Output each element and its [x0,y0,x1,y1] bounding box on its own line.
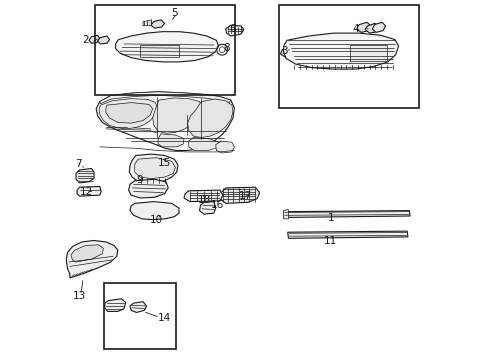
Text: 10: 10 [149,215,163,225]
Polygon shape [283,33,398,69]
Polygon shape [115,32,218,62]
Polygon shape [77,186,101,196]
Polygon shape [215,141,234,153]
Polygon shape [142,20,151,26]
Polygon shape [283,210,288,219]
Polygon shape [158,134,183,147]
Polygon shape [284,44,297,55]
Text: 18: 18 [197,195,210,205]
Text: 15: 15 [158,158,171,168]
Polygon shape [98,36,109,44]
Polygon shape [71,245,103,262]
Polygon shape [187,99,232,138]
Polygon shape [129,154,178,184]
Text: 11: 11 [324,236,337,246]
Text: 3: 3 [281,46,287,56]
Polygon shape [66,240,118,278]
Text: 14: 14 [158,312,171,323]
Text: 12: 12 [80,186,93,197]
Polygon shape [76,168,94,183]
Polygon shape [130,302,146,312]
Polygon shape [130,202,179,220]
Bar [349,45,386,61]
Polygon shape [220,187,259,203]
Text: 6: 6 [229,24,236,34]
Text: 7: 7 [75,159,81,169]
Polygon shape [365,23,379,33]
Text: 1: 1 [327,213,333,223]
Polygon shape [128,179,168,198]
Polygon shape [183,190,223,202]
Text: 5: 5 [171,8,177,18]
Text: 2: 2 [82,35,88,45]
Text: 4: 4 [352,24,359,34]
Polygon shape [151,20,164,28]
Polygon shape [371,22,385,32]
Text: 13: 13 [73,291,86,301]
Polygon shape [134,158,175,179]
Text: 17: 17 [238,191,251,201]
Polygon shape [225,25,244,36]
Bar [95,5,235,95]
Polygon shape [287,231,407,238]
Text: 9: 9 [137,175,143,185]
Polygon shape [100,92,230,104]
Polygon shape [99,99,157,129]
Polygon shape [280,47,291,57]
Polygon shape [199,202,215,214]
Polygon shape [188,138,218,150]
Bar [140,45,179,57]
Polygon shape [106,103,152,123]
Text: 8: 8 [223,42,229,53]
Bar [278,5,418,108]
Polygon shape [89,35,100,43]
Text: 16: 16 [210,200,224,210]
Polygon shape [104,299,125,311]
Polygon shape [356,22,370,32]
Polygon shape [152,98,202,133]
Polygon shape [96,92,234,150]
Polygon shape [283,211,409,217]
Bar [104,283,176,349]
